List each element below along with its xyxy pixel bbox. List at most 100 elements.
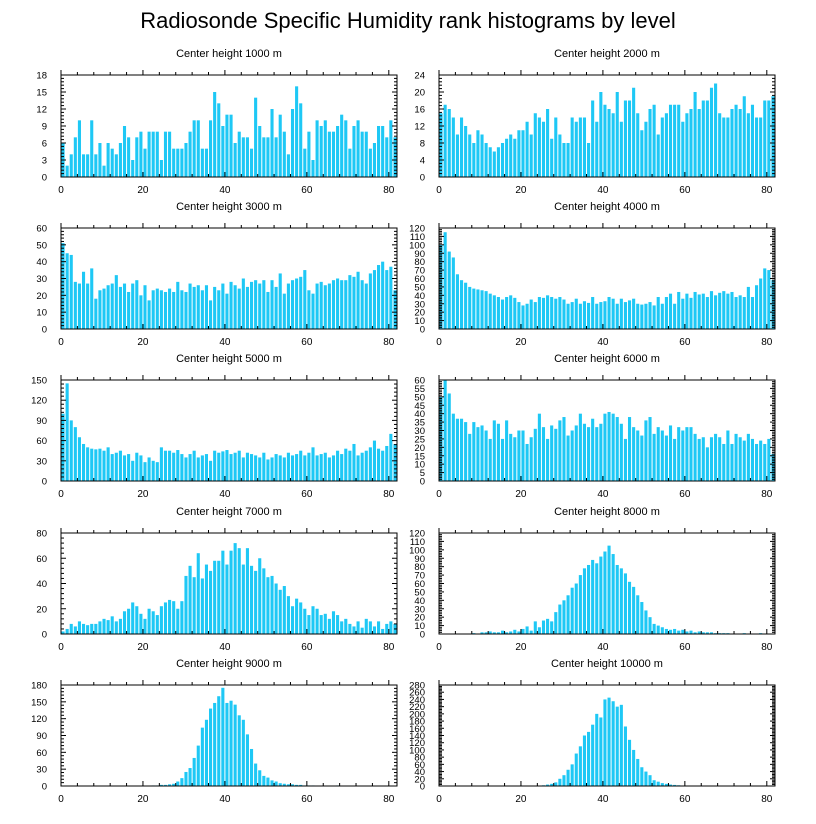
histogram-bar [730, 443, 734, 481]
histogram-bar [484, 291, 488, 329]
histogram-bar [69, 623, 73, 634]
y-tick-label: 100 [409, 240, 425, 251]
histogram-bar [127, 291, 131, 329]
histogram-bar [311, 606, 315, 634]
histogram-bar [209, 570, 213, 634]
histogram-bar [656, 781, 660, 786]
histogram-bar [389, 266, 393, 329]
histogram-bar [94, 154, 98, 177]
histogram-bar [188, 768, 192, 786]
histogram-bar [726, 293, 730, 329]
histogram-bar [237, 131, 241, 177]
histogram-bar [168, 599, 172, 634]
histogram-bar [697, 631, 701, 634]
histogram-bar [447, 251, 451, 329]
histogram-bar [693, 92, 697, 177]
histogram-bar [94, 623, 98, 634]
histogram-bar [200, 578, 204, 634]
histogram-bar [258, 457, 262, 481]
histogram-bar [468, 433, 472, 481]
histogram-bar [615, 564, 619, 634]
x-tick-label: 20 [515, 642, 527, 653]
histogram-bar [266, 459, 270, 481]
histogram-bar [282, 783, 286, 786]
histogram-bar [480, 290, 484, 329]
plot-frame [60, 379, 398, 482]
histogram-bar [644, 420, 648, 481]
histogram-bar [372, 440, 377, 481]
y-tick-label: 40 [414, 767, 425, 778]
histogram-bar [537, 297, 541, 329]
y-tick-label: 50 [414, 282, 425, 293]
histogram-bar [750, 104, 755, 177]
histogram-bar [767, 438, 771, 481]
histogram-bar [632, 298, 636, 329]
histogram-bar [668, 425, 673, 481]
histogram-bar [98, 143, 102, 177]
histogram-bar [348, 450, 352, 481]
y-tick-label: 90 [414, 554, 425, 565]
histogram-bar [303, 455, 307, 481]
y-tick-label: 140 [409, 731, 425, 742]
histogram-bar [574, 583, 578, 634]
y-tick-label: 30 [414, 426, 425, 437]
histogram-panel: Center height 4000 m0 20 40 60 8001020304050… [409, 201, 776, 348]
x-tick-label: 20 [515, 337, 527, 348]
histogram-bar [114, 452, 118, 481]
histogram-bar [147, 457, 151, 481]
histogram-bar [217, 103, 221, 177]
histogram-bar [607, 697, 611, 786]
histogram-bar [513, 297, 517, 329]
histogram-bar [323, 613, 327, 634]
histogram-bar [632, 749, 636, 786]
histogram-bar [767, 270, 771, 329]
histogram-bar [525, 443, 529, 481]
histogram-bar [385, 623, 389, 634]
histogram-bar [619, 121, 623, 177]
x-tick-label: 60 [679, 642, 691, 653]
y-tick-label: 60 [36, 224, 47, 235]
histogram-bar [570, 117, 574, 177]
histogram-bar [254, 97, 258, 177]
histogram-bar [327, 283, 331, 329]
histogram-bar [377, 265, 381, 329]
histogram-bar [488, 293, 492, 329]
histogram-bar [299, 784, 303, 786]
histogram-bar [714, 295, 718, 329]
histogram-bar [648, 302, 652, 329]
histogram-bar [627, 417, 632, 481]
y-tick-label: 0 [42, 477, 47, 488]
histogram-bar [443, 104, 447, 177]
histogram-bar [237, 450, 241, 481]
histogram-bar [623, 302, 627, 329]
histogram-bar [685, 293, 689, 329]
histogram-bar [562, 600, 566, 634]
histogram-bar [636, 595, 640, 634]
y-tick-label: 80 [414, 257, 425, 268]
histogram-bar [254, 763, 258, 786]
histogram-bar [574, 425, 578, 481]
histogram-bar [513, 437, 517, 481]
y-tick-label: 60 [414, 579, 425, 590]
histogram-bar [636, 758, 640, 786]
histogram-bar [574, 121, 578, 177]
histogram-panel: Center height 1000 m 0 20 40 60 80 0 3 6 9 12 15 18 [36, 48, 398, 196]
histogram-bar [746, 113, 750, 177]
histogram-bar [249, 148, 254, 177]
x-tick-label: 60 [301, 337, 313, 348]
histogram-bar [344, 618, 348, 634]
y-tick-label: 20 [414, 613, 425, 624]
y-tick-label: 16 [414, 105, 425, 116]
histogram-bar [278, 783, 282, 786]
histogram-bar [459, 117, 464, 177]
histogram-bar [258, 558, 262, 634]
histogram-bar [660, 783, 664, 786]
panel-title: Center height 8000 m [554, 506, 660, 518]
histogram-bar [705, 100, 709, 177]
panel-title: Center height 2000 m [554, 48, 660, 60]
histogram-bar [172, 601, 176, 634]
histogram-bar [155, 288, 159, 329]
y-tick-label: 120 [409, 224, 425, 235]
histogram-bar [709, 87, 714, 177]
histogram-bar [459, 280, 464, 329]
